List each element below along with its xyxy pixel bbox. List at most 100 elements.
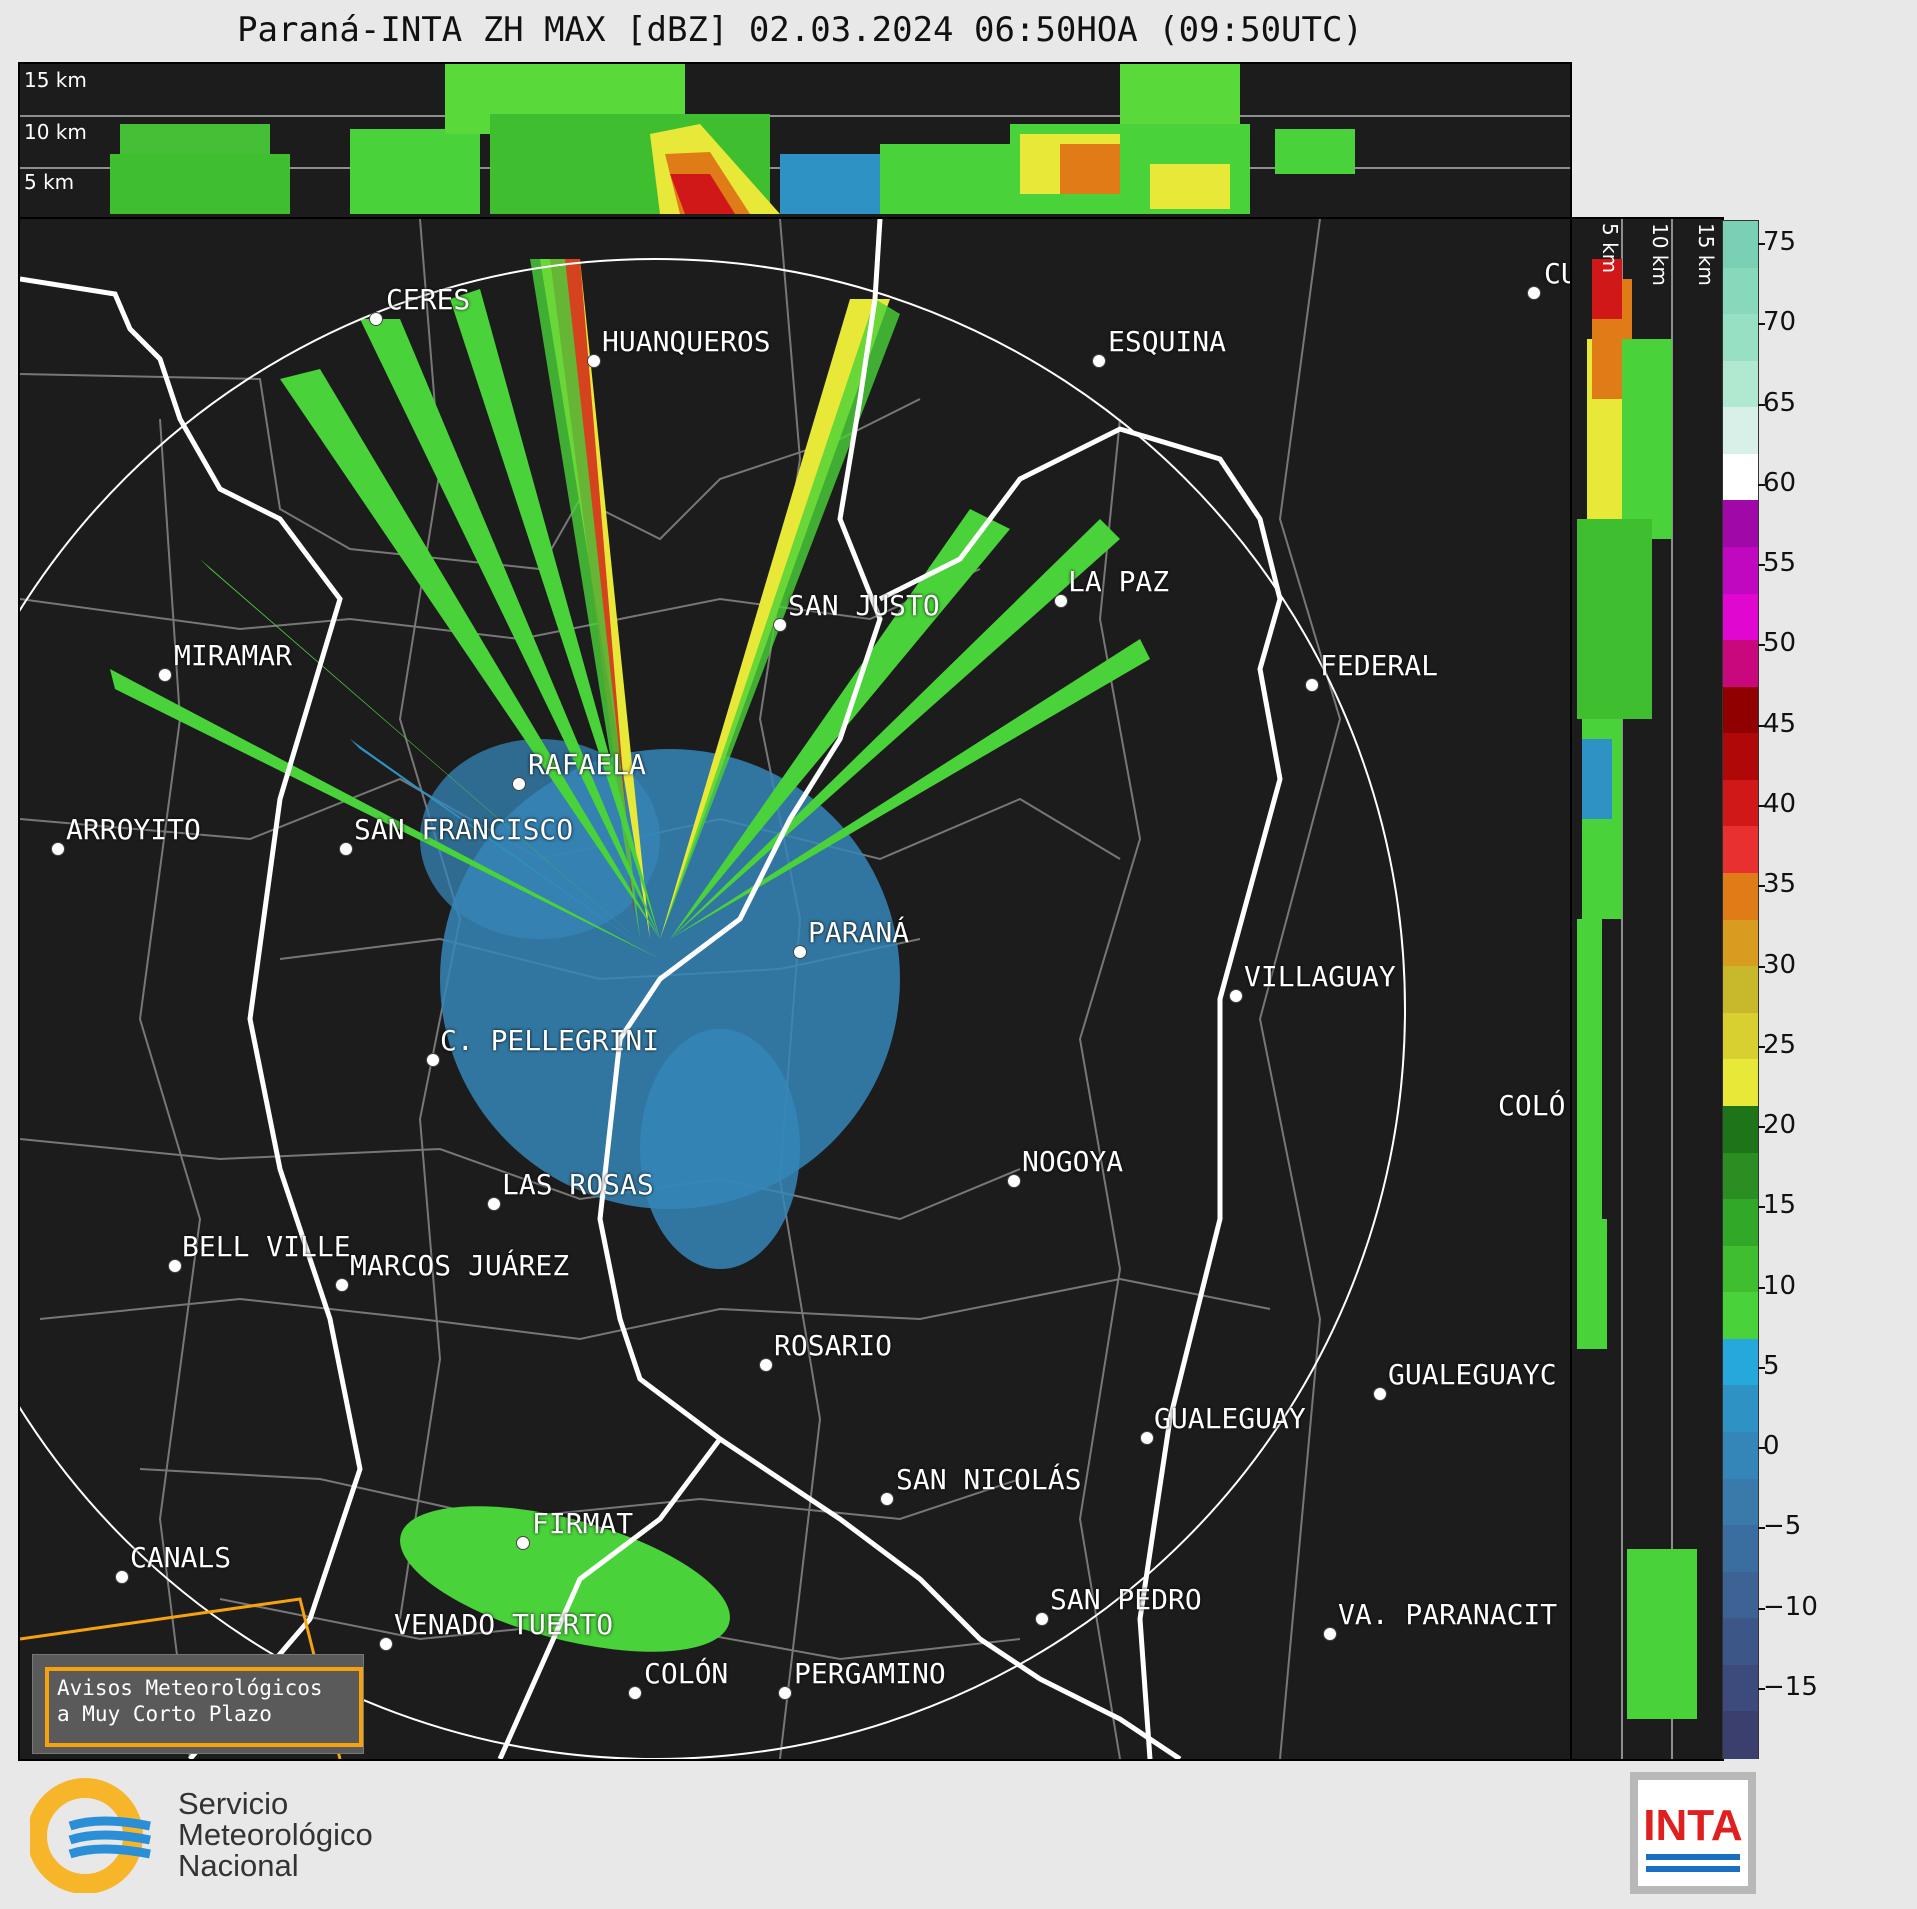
- colorbar-tick-mark: [1758, 965, 1765, 968]
- colorbar-tick-mark: [1758, 1688, 1765, 1690]
- city-label-va-paranacito: VA. PARANACIT: [1338, 1598, 1558, 1631]
- colorbar-tick-label: 60: [1763, 467, 1797, 498]
- colorbar-tick-mark: [1758, 885, 1765, 888]
- city-dot: [880, 1492, 894, 1506]
- colorbar-tick-mark: [1758, 644, 1765, 647]
- city-dot: [168, 1259, 182, 1273]
- colorbar: [1722, 220, 1759, 1759]
- colorbar-tick-mark: [1758, 323, 1765, 326]
- city-dot: [1305, 678, 1319, 692]
- city-dot: [339, 842, 353, 856]
- colorbar-tick-label: 75: [1763, 227, 1797, 257]
- colorbar-tick-label: −10: [1763, 1591, 1818, 1622]
- city-label-rosario: ROSARIO: [774, 1329, 893, 1362]
- city-dot: [51, 842, 65, 856]
- city-dot: [1373, 1387, 1387, 1401]
- colorbar-segment: [1723, 686, 1758, 735]
- city-label-gualeguay: GUALEGUAY: [1154, 1402, 1306, 1435]
- colorbar-segment: [1723, 1525, 1758, 1573]
- city-dot: [1229, 989, 1243, 1003]
- colorbar-tick-label: 15: [1763, 1190, 1797, 1221]
- colorbar-tick-label: 0: [1763, 1431, 1780, 1462]
- city-dot: [335, 1278, 349, 1292]
- colorbar-segment: [1723, 360, 1758, 409]
- warning-box: Avisos Meteorológicos a Muy Corto Plazo: [32, 1654, 364, 1754]
- city-dot: [778, 1686, 792, 1700]
- city-dot: [512, 777, 526, 791]
- colorbar-tick-label: 20: [1763, 1110, 1797, 1141]
- smn-logo-icon: [27, 1778, 151, 1894]
- city-label-rafaela: RAFAELA: [528, 748, 647, 781]
- colorbar-tick-mark: [1758, 1045, 1765, 1048]
- colorbar-segment: [1723, 966, 1758, 1014]
- city-label-canals: CANALS: [130, 1541, 232, 1574]
- colorbar-segment: [1723, 873, 1758, 921]
- city-dot: [1035, 1612, 1049, 1626]
- city-dot: [1527, 286, 1541, 300]
- city-label-las-rosas: LAS ROSAS: [502, 1168, 654, 1201]
- colorbar-segment: [1723, 1571, 1758, 1620]
- smn-line-3: Nacional: [178, 1848, 299, 1883]
- colorbar-tick-mark: [1758, 243, 1765, 245]
- colorbar-segment: [1723, 1618, 1758, 1666]
- colorbar-tick-label: 50: [1763, 628, 1797, 659]
- colorbar-segment: [1723, 547, 1758, 595]
- colorbar-segment: [1723, 453, 1758, 502]
- city-dot: [1323, 1627, 1337, 1641]
- city-label-san-francisco: SAN FRANCISCO: [354, 813, 574, 846]
- city-label-parana: PARANÁ: [808, 916, 910, 949]
- colorbar-segment: [1723, 1245, 1758, 1294]
- smn-logo-text: Servicio Meteorológico Nacional: [178, 1788, 373, 1881]
- city-dot: [1140, 1431, 1154, 1445]
- city-label-miramar: MIRAMAR: [174, 639, 293, 672]
- colorbar-segment: [1723, 1711, 1758, 1759]
- city-dot: [1092, 354, 1106, 368]
- colorbar-tick-label: 55: [1763, 548, 1797, 579]
- city-label-bell-ville: BELL VILLE: [182, 1230, 351, 1263]
- city-label-san-pedro: SAN PEDRO: [1050, 1583, 1202, 1616]
- height-label-10km: 10 km: [24, 120, 87, 144]
- colorbar-segment: [1723, 1664, 1758, 1713]
- city-label-colon: COLÓN: [644, 1657, 729, 1690]
- city-label-san-nicolas: SAN NICOLÁS: [896, 1463, 1082, 1496]
- vertical-profile-top-panel: 15 km 10 km 5 km: [18, 62, 1572, 220]
- top-profile-svg: [20, 64, 1570, 214]
- colorbar-tick-label: −5: [1763, 1511, 1802, 1542]
- colorbar-segment: [1723, 779, 1758, 828]
- colorbar-segment: [1723, 733, 1758, 781]
- colorbar-segment: [1723, 314, 1758, 362]
- colorbar-segment: [1723, 1199, 1758, 1247]
- radar-map-svg: [20, 219, 1406, 1759]
- colorbar-tick-label: 70: [1763, 307, 1797, 338]
- city-label-gualeguaychu: GUALEGUAYC: [1388, 1358, 1557, 1391]
- colorbar-segment: [1723, 1478, 1758, 1527]
- city-dot: [759, 1358, 773, 1372]
- colorbar-tick-mark: [1758, 1206, 1765, 1209]
- colorbar-segment: [1723, 500, 1758, 549]
- city-dot: [426, 1053, 440, 1067]
- city-label-c-pellegrini: C. PELLEGRINI: [440, 1024, 660, 1057]
- city-label-cu: CU: [1544, 257, 1570, 290]
- city-label-federal: FEDERAL: [1320, 649, 1439, 682]
- city-dot: [379, 1637, 393, 1651]
- city-dot: [587, 354, 601, 368]
- colorbar-tick-label: 30: [1763, 949, 1797, 980]
- side-height-label-15km: 15 km: [1694, 223, 1718, 286]
- colorbar-segment: [1723, 1338, 1758, 1387]
- colorbar-segment: [1723, 221, 1758, 269]
- colorbar-segment: [1723, 826, 1758, 875]
- city-label-colo: COLÓ: [1498, 1089, 1566, 1122]
- city-dot: [1054, 594, 1068, 608]
- colorbar-segment: [1723, 1292, 1758, 1340]
- colorbar-tick-mark: [1758, 1366, 1765, 1369]
- colorbar-tick-mark: [1758, 483, 1765, 486]
- city-dot: [115, 1570, 129, 1584]
- colorbar-tick-label: 10: [1763, 1270, 1797, 1301]
- colorbar-tick-label: 45: [1763, 708, 1797, 739]
- side-height-label-10km: 10 km: [1648, 223, 1672, 286]
- colorbar-segment: [1723, 593, 1758, 642]
- colorbar-tick-label: 65: [1763, 387, 1797, 418]
- warning-line-1: Avisos Meteorológicos: [57, 1676, 323, 1700]
- chart-title: Paraná-INTA ZH MAX [dBZ] 02.03.2024 06:5…: [237, 10, 1363, 50]
- colorbar-segment: [1723, 1385, 1758, 1433]
